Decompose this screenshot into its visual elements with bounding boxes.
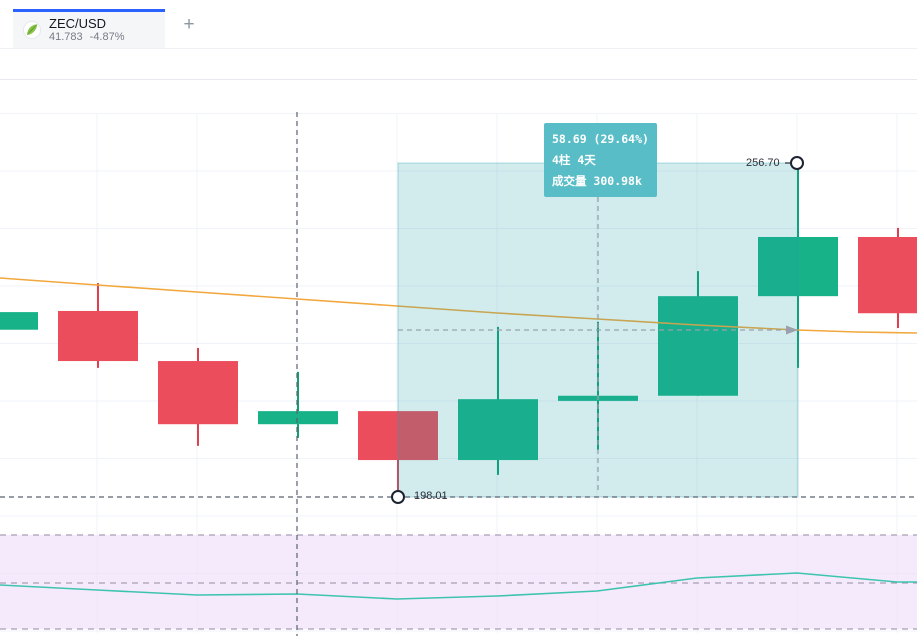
chart-header: ZEC/USD 41.783 -4.87% + [0,0,917,80]
candle-body [58,310,138,362]
measure-change-line: 58.69 (29.64%) [552,132,649,146]
measure-handle-start[interactable] [391,490,405,504]
candle-5 [358,411,438,494]
measure-volume-line: 成交量 300.98k [552,174,642,188]
indicator-line [0,572,917,600]
ma-line [0,277,917,334]
tab-zec-usd[interactable]: ZEC/USD 41.783 -4.87% [13,9,165,48]
tab-bar: ZEC/USD 41.783 -4.87% + [0,0,917,49]
tab-change-percent: -4.87% [89,31,125,43]
candle-4 [258,371,338,438]
candle-body [658,296,738,396]
tab-symbol: ZEC/USD [49,16,107,31]
candle-1 [0,312,38,330]
add-tab-button[interactable]: + [183,14,195,35]
measure-arrow-right [786,325,798,335]
leaf-icon [23,21,41,39]
measure-low-price-label: 198.01 [414,490,448,502]
candle-8 [658,271,738,396]
measure-bars-line: 4柱 4天 [552,153,596,167]
indicator-band [0,535,917,629]
candle-2 [58,283,138,368]
measure-handle-end[interactable] [790,156,804,170]
candle-9 [758,163,838,368]
candle-body [158,361,238,425]
measure-tooltip: 58.69 (29.64%) 4柱 4天 成交量 300.98k [544,123,657,197]
candle-6 [458,326,538,475]
candle-body [0,312,38,330]
candle-body [458,399,538,461]
tab-text: ZEC/USD 41.783 -4.87% [49,16,125,44]
tab-subtitle: 41.783 -4.87% [49,31,125,44]
measure-high-price-label: 256.70 [746,157,780,169]
candle-body [858,236,917,314]
candle-body [758,236,838,297]
tab-last-price: 41.783 [49,31,83,43]
candle-10 [858,227,917,329]
candle-3 [158,347,238,446]
candle-body [358,411,438,461]
candle-body [258,411,338,425]
